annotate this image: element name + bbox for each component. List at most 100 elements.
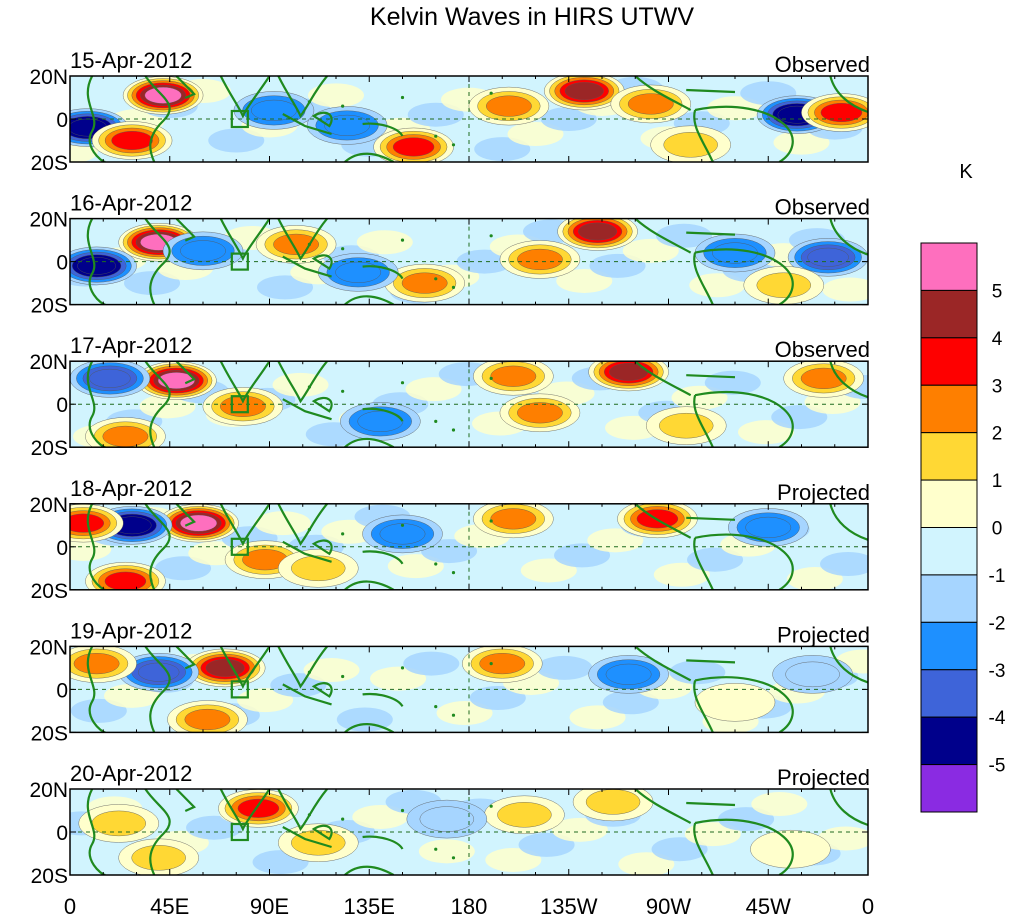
coastline — [634, 646, 692, 682]
coastlines — [86, 503, 868, 590]
coastline — [311, 111, 333, 128]
y-tick-label: 0 — [56, 394, 68, 417]
y-tick-label: 20N — [29, 636, 68, 659]
y-tick-label: 20N — [29, 66, 68, 89]
coastline — [219, 76, 271, 119]
feature — [70, 246, 137, 286]
field-blob — [820, 552, 868, 576]
contour-level — [497, 802, 552, 828]
field-blob — [507, 122, 564, 147]
panel-label: Projected — [777, 480, 870, 505]
coastline — [344, 580, 395, 590]
panel: 17-Apr-2012 Observed 20N 0 20S — [29, 333, 870, 460]
colorbar-swatch — [920, 384, 978, 434]
contour-level — [659, 413, 714, 439]
contour-level — [756, 272, 811, 298]
panel-label: Observed — [775, 195, 870, 220]
panel-label: Projected — [777, 622, 870, 647]
island — [451, 428, 456, 432]
contour-level — [291, 555, 346, 581]
field-blob — [403, 651, 460, 676]
island — [341, 389, 345, 393]
feature — [499, 393, 581, 432]
coastline — [277, 218, 328, 261]
coastline — [694, 248, 794, 305]
coastline — [686, 801, 736, 807]
feature — [306, 106, 388, 145]
coastline — [634, 76, 692, 111]
island — [307, 528, 311, 532]
panel-date: 19-Apr-2012 — [70, 618, 192, 643]
coastline — [362, 122, 404, 137]
coastline — [219, 646, 271, 690]
coastline — [362, 550, 404, 565]
feature — [70, 361, 151, 398]
coastline — [693, 822, 714, 875]
reference-box — [230, 822, 249, 842]
feature — [588, 361, 669, 392]
coastline — [86, 503, 106, 590]
feature — [184, 648, 266, 688]
coastline — [693, 252, 714, 305]
field-blob — [773, 130, 830, 155]
coastline — [144, 646, 171, 733]
panel: 18-Apr-2012 Projected 20N 0 20S — [29, 476, 870, 603]
field-blob — [618, 852, 675, 875]
y-tick-label: 20S — [31, 580, 68, 603]
contour-level — [807, 247, 849, 267]
feature — [499, 240, 581, 279]
coastline — [344, 437, 395, 448]
x-tick-label: 180 — [451, 894, 488, 919]
contour-level — [401, 272, 448, 294]
y-tick-label: 20N — [29, 494, 68, 517]
colorbar-unit: K — [959, 161, 973, 183]
field-blob — [474, 137, 531, 162]
colorbar-label: 3 — [992, 376, 1003, 397]
panel-label: Observed — [775, 337, 870, 362]
coastline — [829, 76, 868, 114]
field-blob — [352, 804, 409, 829]
island — [434, 134, 438, 138]
feature — [462, 646, 543, 683]
coastline — [693, 394, 714, 448]
field-blob — [518, 832, 575, 857]
y-tick-label: 0 — [56, 252, 68, 275]
field-blob — [751, 792, 808, 817]
coastline — [311, 396, 333, 413]
contour-level — [111, 131, 153, 150]
field-blob — [622, 238, 679, 263]
field-blob — [602, 690, 659, 715]
coastline — [686, 516, 736, 521]
coastline — [634, 789, 692, 824]
feature — [743, 266, 824, 305]
y-tick-label: 20S — [31, 865, 68, 888]
coastline — [277, 646, 328, 689]
contour-level — [564, 82, 604, 100]
x-axis-labels: 0 45E 90E 135E 180 135W 90W 45W 0 — [64, 894, 874, 919]
contour-level — [102, 425, 149, 447]
field-blob — [139, 394, 196, 419]
coastline — [86, 218, 106, 305]
coastline — [144, 503, 171, 590]
coastline — [829, 646, 868, 684]
colorbar-swatch — [920, 716, 978, 766]
coastline — [311, 682, 333, 698]
coastline — [693, 109, 714, 162]
feature — [557, 218, 638, 251]
coastline — [175, 789, 197, 813]
island — [341, 674, 345, 679]
feature — [278, 549, 359, 588]
panel-date: 17-Apr-2012 — [70, 333, 192, 358]
reference-box — [230, 252, 249, 271]
coastline — [694, 533, 794, 590]
island — [341, 104, 345, 108]
field-blob — [272, 372, 329, 397]
x-tick-label: 0 — [64, 894, 76, 919]
x-tick-label: 135E — [344, 894, 395, 919]
field-blob — [738, 420, 795, 445]
coastline — [829, 218, 868, 256]
contour-level — [486, 95, 532, 117]
feature — [473, 361, 554, 396]
y-tick-label: 20N — [29, 779, 68, 802]
